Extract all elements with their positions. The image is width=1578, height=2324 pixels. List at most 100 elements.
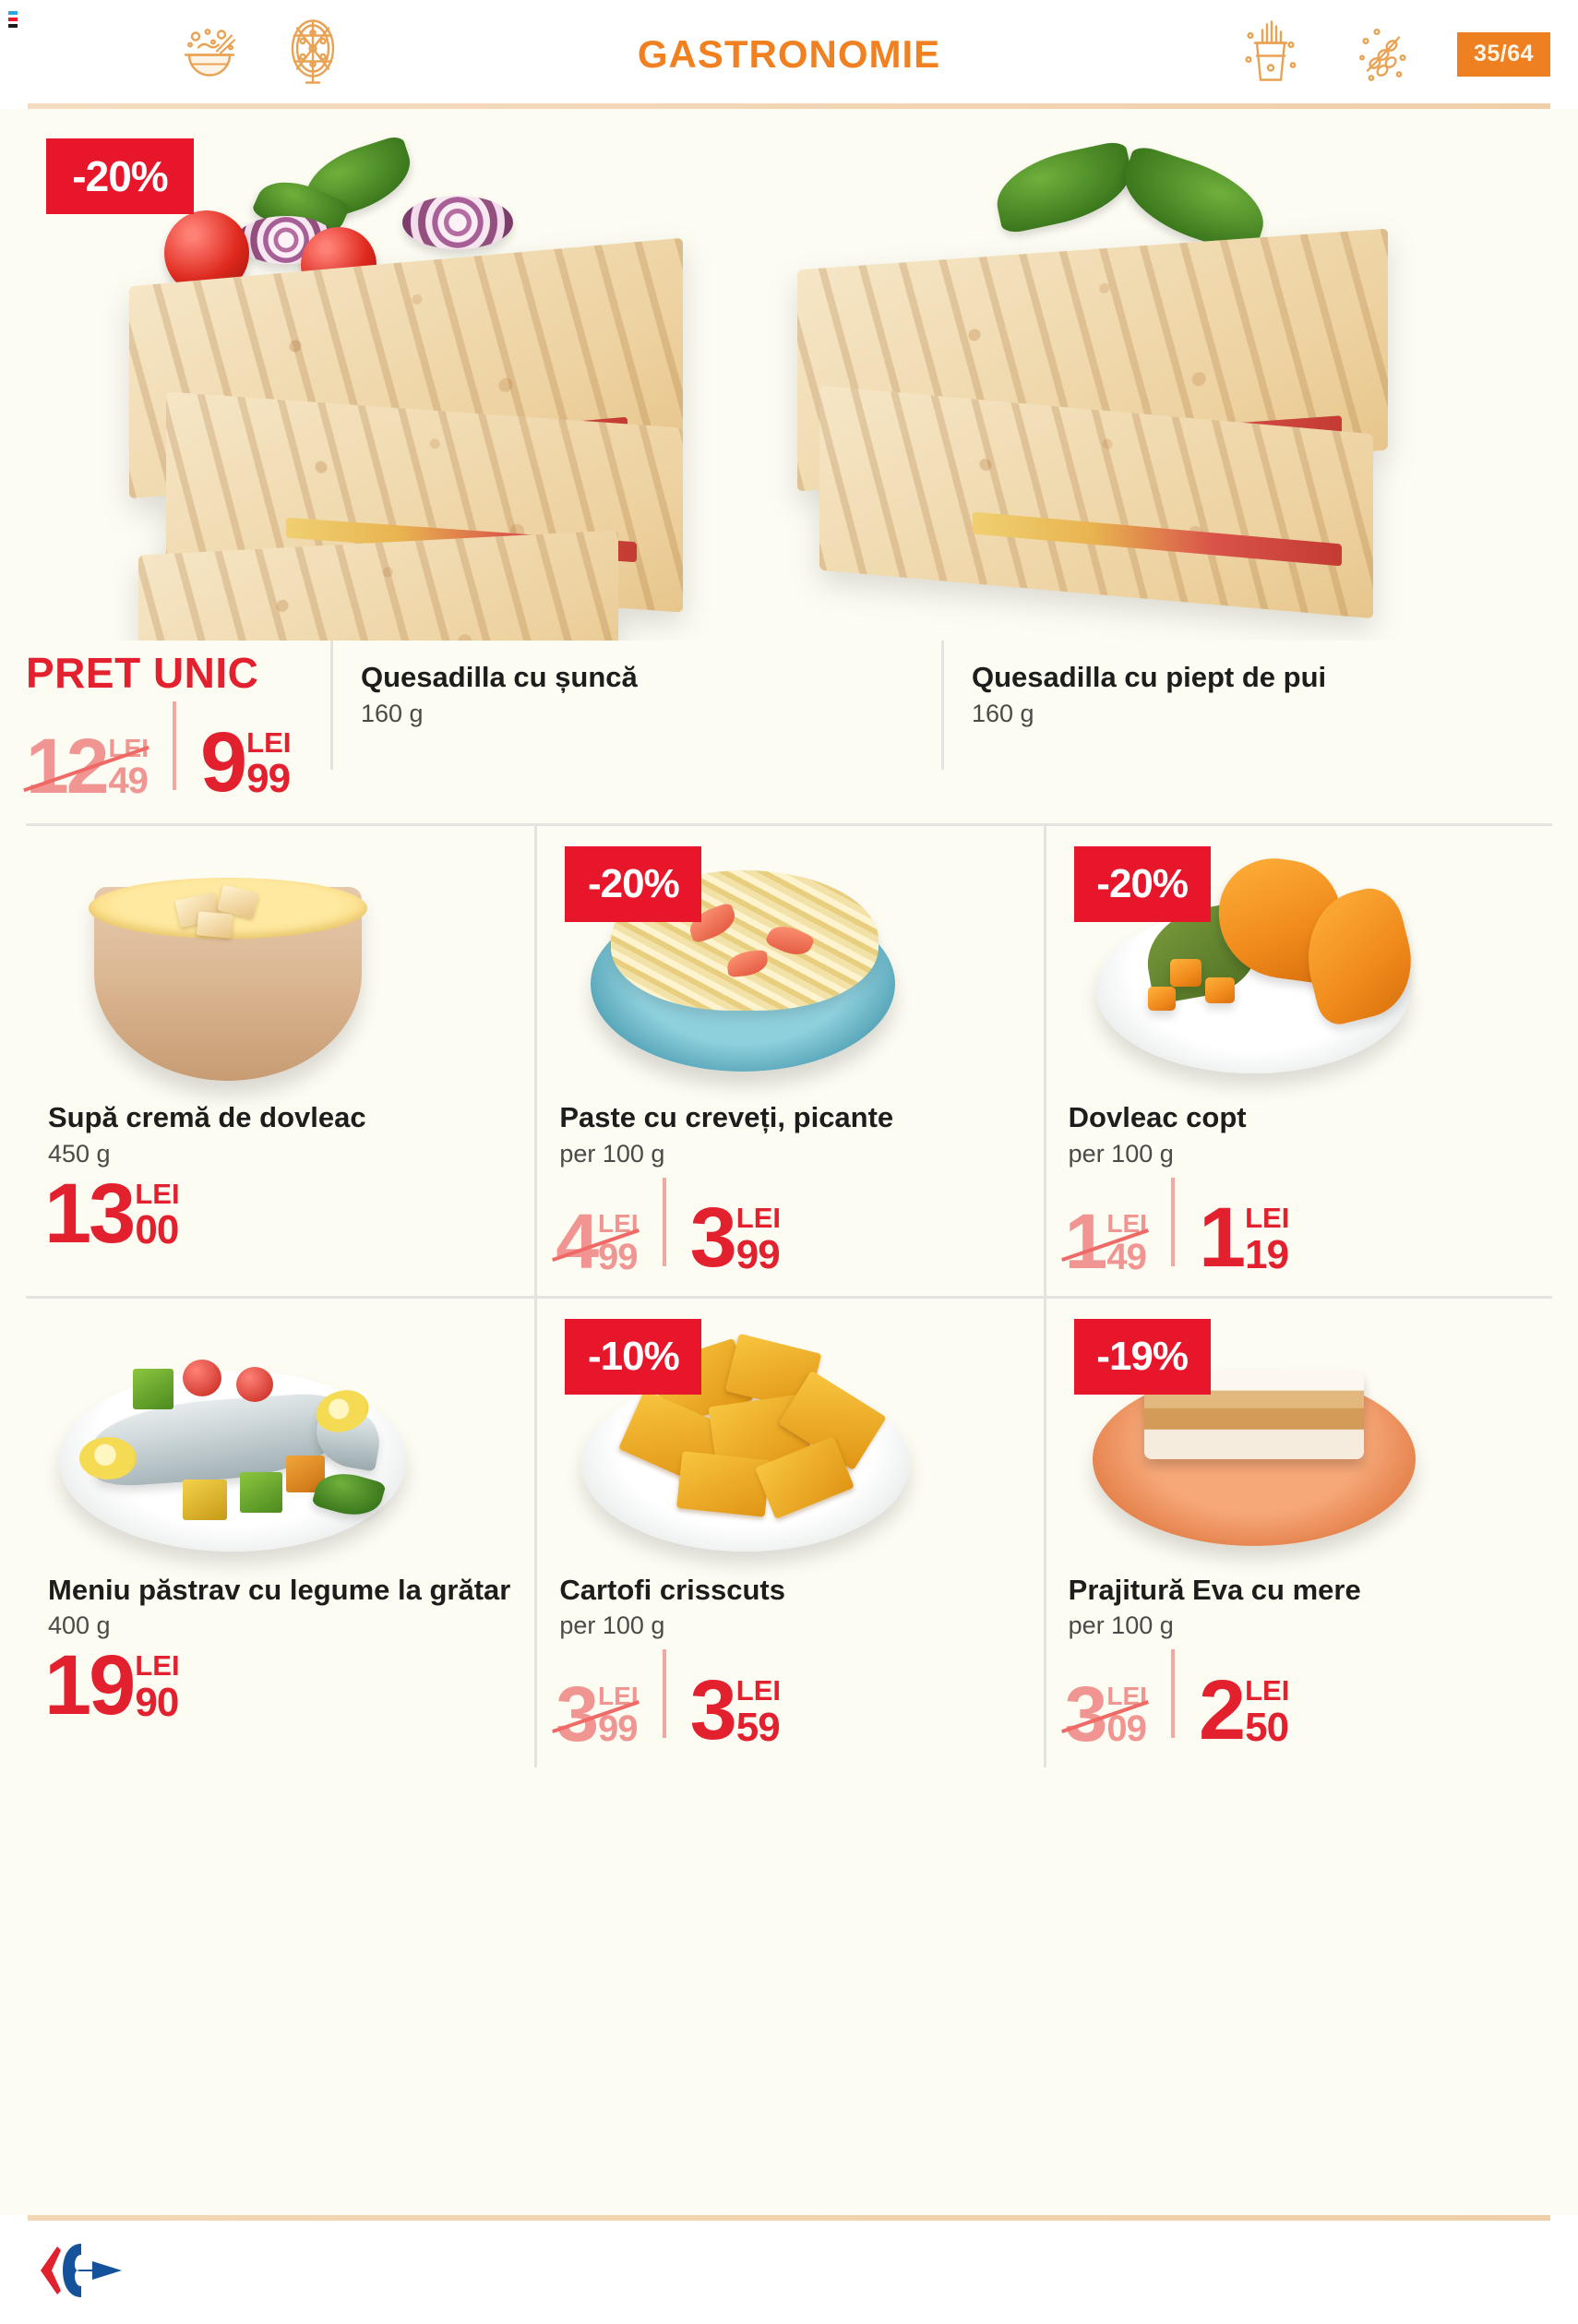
new-price-currency: LEI [1245,1674,1290,1707]
new-price: 13 LEI 00 [44,1171,180,1256]
old-price-integer: 12 [26,722,109,809]
discount-badge: -20% [565,846,702,922]
hero-price-row: 12 LEI 49 9 LEI 99 [26,701,330,809]
price-separator [1170,1177,1175,1266]
bowl-steam-icon [180,24,239,86]
page-number-badge: 35/64 [1456,32,1550,77]
new-price: 2 LEI 50 [1198,1663,1290,1758]
page-title: GASTRONOMIE [637,32,941,76]
carrefour-logo [39,2241,124,2300]
discount-badge: -19% [1073,1318,1211,1395]
new-price-decimals: 00 [135,1207,179,1253]
old-price-currency: LEI [598,1681,639,1710]
discount-badge: -20% [1073,846,1211,922]
old-price-decimals: 09 [1106,1708,1146,1750]
baked-pumpkin-photo [1059,843,1539,1090]
onion-ring-icon [402,196,513,249]
product-grid-row-1: Supă cremă de dovleac 450 g 13 LEI 00 -2… [26,826,1552,1299]
product-subtitle: 160 g [361,699,424,727]
product-card-pumpkin: -20% Dovleac copt per 100 g 1 [1043,826,1552,1299]
old-price-integer: 3 [1064,1670,1108,1757]
new-price-decimals: 59 [735,1704,781,1750]
new-price-currency: LEI [735,1202,782,1235]
new-price-currency: LEI [135,1177,180,1210]
old-price-currency: LEI [108,733,149,762]
new-price-integer: 2 [1198,1663,1246,1758]
product-title: Dovleac copt [1068,1101,1247,1133]
old-price-integer: 3 [556,1670,599,1757]
price-separator [662,1177,666,1266]
old-price-decimals: 99 [598,1708,638,1750]
old-price-currency: LEI [1106,1681,1147,1710]
product-subtitle: 450 g [48,1139,111,1168]
hero-product-image: -20% [26,124,1552,641]
hero-product-0: Quesadilla cu șuncă 160 g [330,641,941,770]
old-price: 3 LEI 09 [1064,1670,1147,1757]
new-price-currency: LEI [735,1674,782,1707]
old-price-decimals: 49 [1106,1236,1146,1277]
new-price-integer: 1 [1198,1191,1246,1286]
page-header: GASTRONOMIE [0,0,1578,109]
new-price-decimals: 90 [135,1679,179,1725]
new-price-currency: LEI [1245,1202,1290,1235]
pizza-icon [283,19,342,90]
new-price-integer: 3 [689,1663,737,1758]
soup-bowl-photo [39,843,521,1090]
product-card-cake: -19% Prajitură Eva cu mere per 100 g 3 L… [1043,1298,1552,1768]
price-separator [1170,1649,1175,1739]
old-price: 4 LEI 99 [556,1198,639,1286]
product-subtitle: 400 g [48,1611,111,1640]
new-price-decimals: 99 [735,1232,781,1278]
price-separator [662,1649,666,1739]
new-price-decimals: 50 [1245,1704,1289,1750]
pasta-shrimp-photo [550,843,1030,1090]
product-card-fries: -10% Cartofi crisscuts per 100 g 3 [534,1298,1043,1768]
spinach-leaf-icon [988,139,1140,235]
footer-divider [28,2215,1550,2221]
product-title: Quesadilla cu șuncă [361,661,638,693]
pret-unic-label: PRET UNIC [26,649,259,697]
quesadilla-ham-photo [129,237,683,641]
new-price-decimals: 99 [246,756,291,802]
hero-discount-badge: -20% [46,138,194,214]
product-subtitle: per 100 g [559,1611,665,1640]
product-grid-row-2: Meniu păstrav cu legume la grătar 400 g … [26,1298,1552,1768]
product-title: Meniu păstrav cu legume la grătar [48,1573,511,1606]
old-price-currency: LEI [1106,1209,1147,1239]
page-footer [0,2215,1578,2324]
old-price: 3 LEI 99 [556,1670,639,1757]
trout-vegetables-photo [39,1315,521,1563]
product-subtitle: 160 g [972,699,1034,727]
fries-icon [1242,19,1299,90]
grains-icon [1355,21,1412,89]
product-title: Paste cu creveți, picante [559,1101,894,1133]
new-price: 19 LEI 90 [44,1638,180,1733]
old-price-integer: 1 [1064,1198,1108,1286]
hero-old-price: 12 LEI 49 [26,722,149,809]
apple-cake-photo [1059,1315,1539,1563]
old-price-integer: 4 [556,1198,599,1286]
new-price-integer: 19 [44,1638,136,1733]
product-title: Prajitură Eva cu mere [1068,1573,1361,1606]
hero-product-1: Quesadilla cu piept de pui 160 g [941,641,1552,770]
product-title: Supă cremă de dovleac [48,1101,366,1133]
new-price: 1 LEI 19 [1198,1191,1290,1286]
new-price-decimals: 19 [1245,1232,1289,1278]
product-card-pasta: -20% Paste cu creveți, picante per 100 g… [534,826,1044,1299]
new-price-integer: 3 [689,1191,737,1286]
new-price-currency: LEI [246,725,292,759]
product-title: Quesadilla cu piept de pui [972,661,1327,693]
old-price-currency: LEI [598,1209,639,1239]
new-price: 3 LEI 59 [689,1663,782,1758]
product-subtitle: per 100 g [1068,1611,1174,1640]
hero-info-row: PRET UNIC 12 LEI 49 9 LEI 99 [26,641,1552,826]
quesadilla-chicken-photo [797,228,1388,619]
product-title: Cartofi crisscuts [559,1573,785,1606]
product-subtitle: per 100 g [1068,1139,1174,1168]
header-icons-left [180,19,342,90]
new-price-currency: LEI [135,1649,180,1683]
print-registration-marks [8,11,19,42]
old-price-decimals: 99 [598,1236,638,1277]
header-divider [28,103,1550,109]
